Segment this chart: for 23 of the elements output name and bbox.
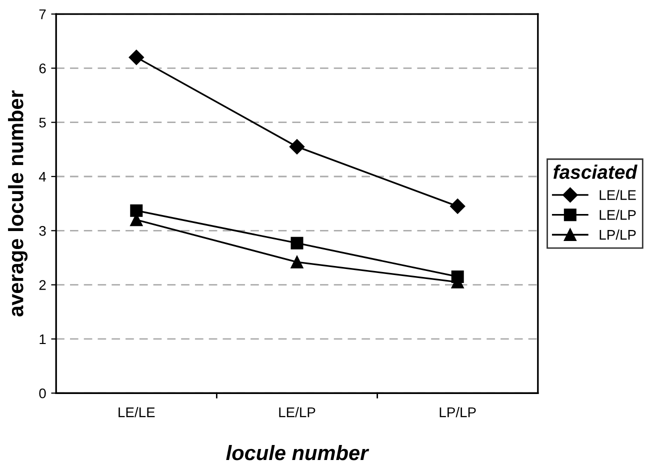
x-tick-label: LE/LP: [279, 407, 316, 418]
y-tick-label: 1: [40, 334, 46, 344]
legend-label: LE/LE: [600, 190, 636, 200]
y-tick-label: 7: [39, 10, 46, 20]
point: [128, 50, 144, 65]
y-tick-label: 3: [39, 226, 46, 236]
x-axis-title: locule number: [226, 444, 370, 460]
x-tick-label: LE/LE: [118, 407, 155, 418]
point: [130, 204, 143, 217]
legend-label: LP/LP: [600, 230, 636, 240]
y-axis-title: average locule number: [8, 90, 28, 316]
y-tick-label: 0: [39, 388, 46, 398]
legend-label: LE/LP: [600, 210, 636, 220]
legend-title: fasciated: [554, 164, 638, 179]
y-tick-label: 6: [39, 64, 46, 74]
point: [290, 256, 304, 268]
point: [289, 139, 305, 154]
point: [450, 198, 466, 214]
y-tick-label: 2: [39, 280, 46, 290]
y-tick-label: 4: [38, 172, 46, 182]
x-tick-label: LP/LP: [440, 407, 476, 418]
y-tick-label: 5: [39, 118, 46, 128]
point: [290, 236, 304, 250]
